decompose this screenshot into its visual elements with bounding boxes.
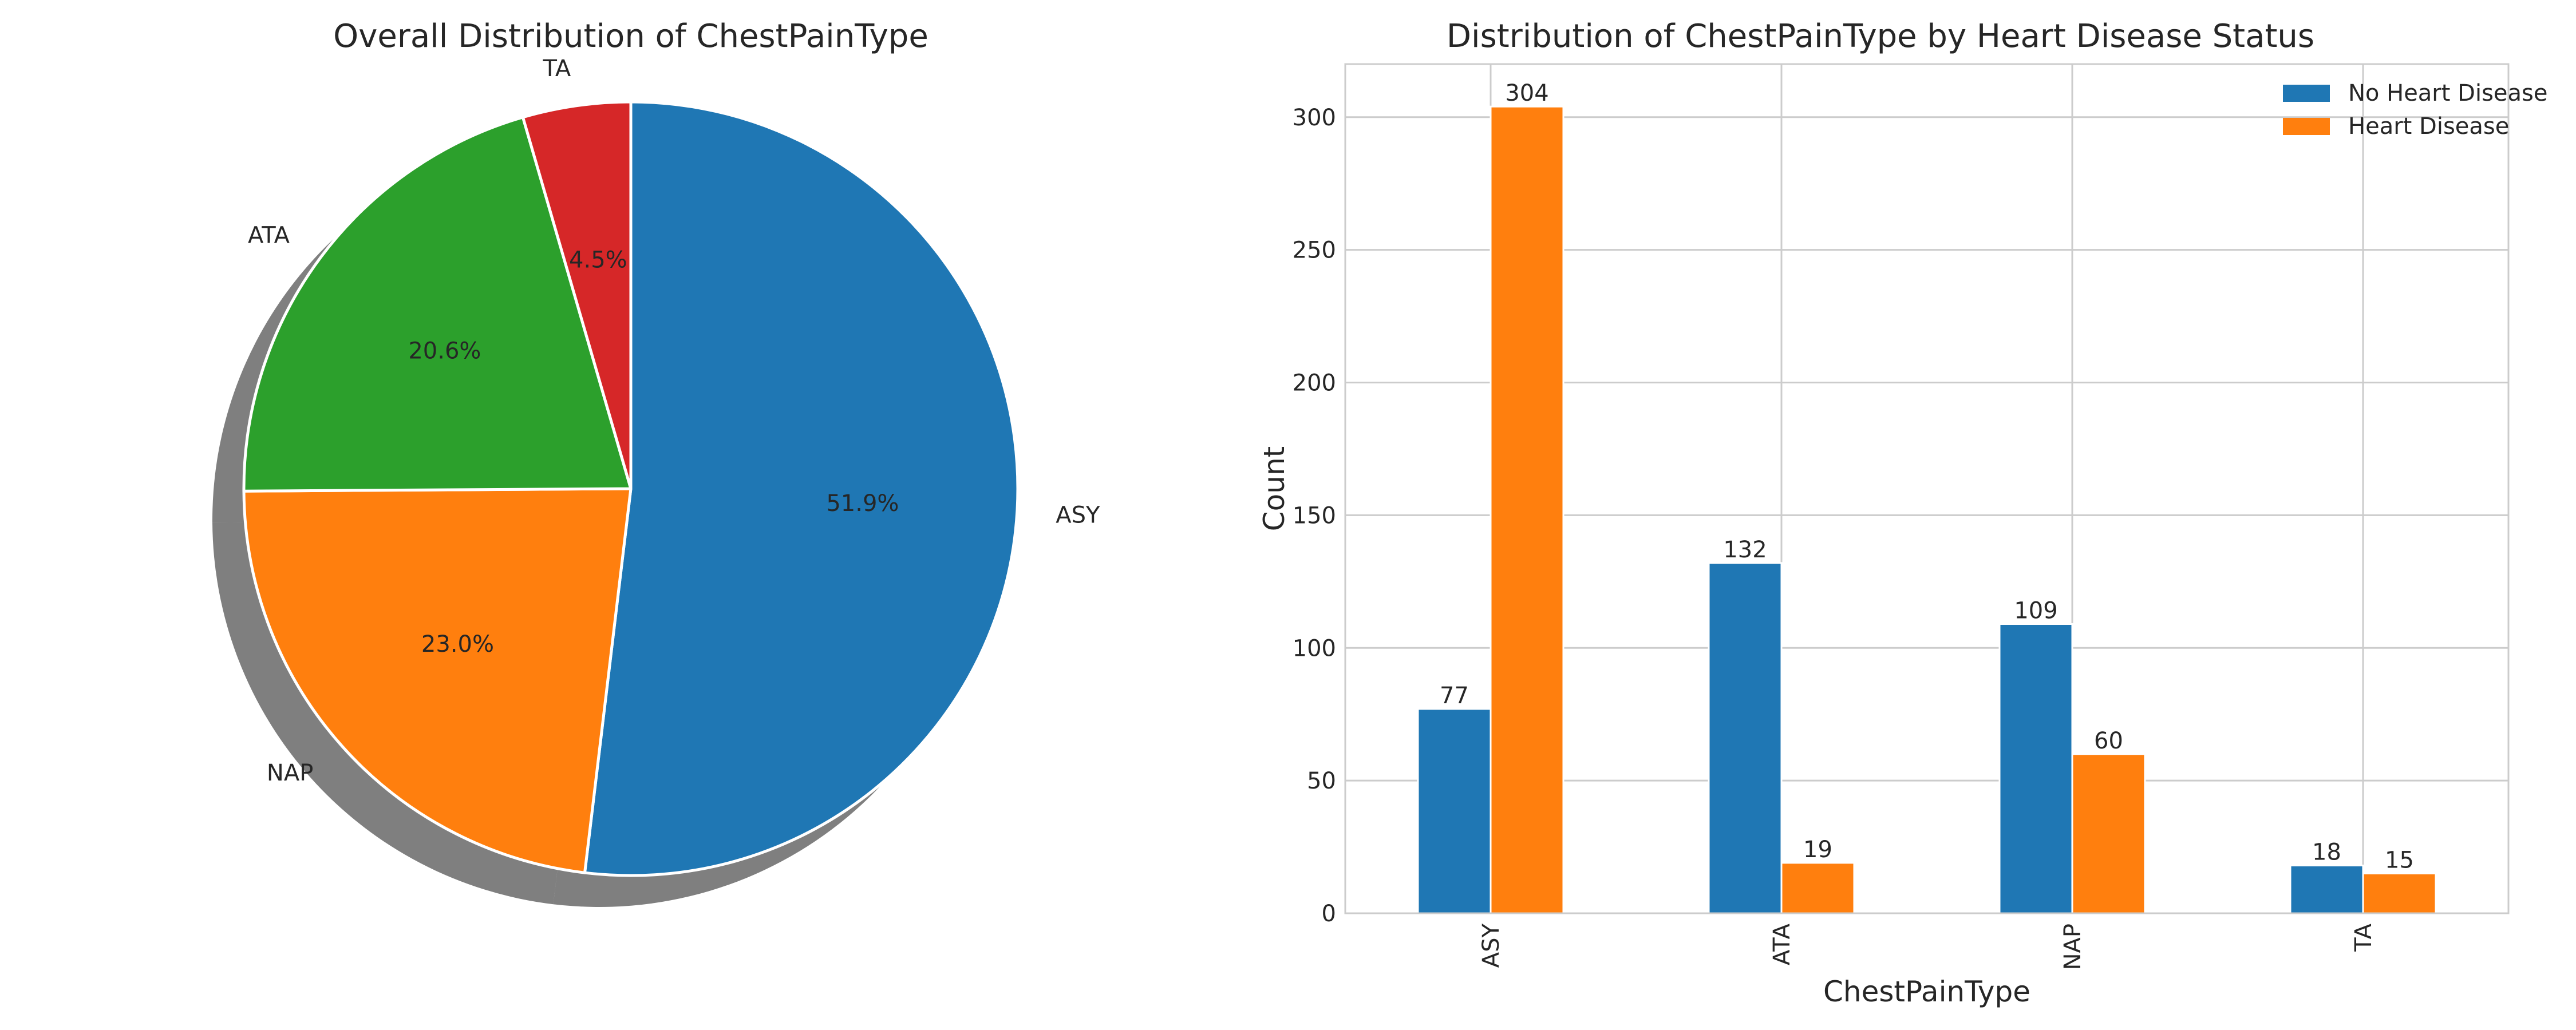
pie-slice-ata: [242, 116, 633, 493]
bar-x-tick-ata: ATA: [1769, 923, 1795, 965]
bar-y-tick-250: 250: [1293, 237, 1336, 264]
pie-pct-label-nap: 23.0%: [421, 631, 494, 657]
bar-value-ata-no-heart-disease: 132: [1723, 537, 1767, 563]
bar-axes-frame: [1344, 63, 2510, 914]
legend-label-heart-disease: Heart Disease: [2348, 113, 2509, 140]
pie-label-asy: ASY: [1056, 502, 1100, 528]
bar-asy-no-heart-disease: [1417, 708, 1492, 914]
bar-x-tick-ta: TA: [2350, 923, 2377, 952]
bar-y-tick-labels: 0 50 100 150 200 250 300: [1293, 105, 1336, 927]
pie-labels: ASY 51.9% NAP 23.0% ATA 20.6% TA 4.5%: [248, 56, 1100, 786]
pie-slice-nap: [242, 487, 633, 874]
bar-x-axis-label: ChestPainType: [1823, 975, 2030, 1008]
bar-value-nap-heart-disease: 60: [2094, 728, 2123, 754]
pie-slice-ta: [521, 100, 633, 490]
bar-value-labels: 77 132 109 18 304 19 60 15: [1440, 80, 2414, 873]
bar-value-asy-no-heart-disease: 77: [1440, 683, 1469, 709]
bar-title: Distribution of ChestPainType by Heart D…: [1447, 18, 2314, 55]
bar-legend: No Heart Disease Heart Disease: [2283, 80, 2547, 140]
legend-label-no-heart-disease: No Heart Disease: [2348, 80, 2547, 106]
bar-value-ta-heart-disease: 15: [2385, 847, 2414, 873]
pie-label-nap: NAP: [267, 760, 313, 786]
legend-swatch-no-heart-disease: [2283, 85, 2330, 102]
bar-series: [1417, 105, 2437, 914]
bar-y-tick-100: 100: [1293, 635, 1336, 661]
bar-y-tick-150: 150: [1293, 502, 1336, 529]
bar-ata-no-heart-disease: [1708, 562, 1783, 914]
pie-chart: Overall Distribution of ChestPainType AS…: [212, 18, 1100, 907]
bar-chart: Distribution of ChestPainType by Heart D…: [1258, 18, 2547, 1008]
pie-slices: [242, 100, 1020, 877]
pie-label-ata: ATA: [248, 222, 290, 248]
bar-value-asy-heart-disease: 304: [1505, 80, 1548, 106]
pie-pct-label-ata: 20.6%: [408, 338, 481, 364]
pie-title: Overall Distribution of ChestPainType: [333, 18, 929, 55]
pie-slice-asy: [583, 100, 1020, 877]
bar-value-nap-no-heart-disease: 109: [2014, 598, 2057, 624]
bar-ta-heart-disease: [2362, 872, 2437, 914]
bar-ata-heart-disease: [1780, 862, 1855, 914]
bar-value-ata-heart-disease: 19: [1803, 837, 1832, 863]
pie-pct-label-ta: 4.5%: [569, 247, 627, 273]
bar-y-tick-0: 0: [1322, 901, 1336, 927]
bar-x-tick-labels: ASY ATA NAP TA: [1478, 923, 2377, 970]
bar-ta-no-heart-disease: [2289, 865, 2364, 914]
bar-y-tick-50: 50: [1307, 768, 1336, 794]
bar-nap-heart-disease: [2071, 753, 2146, 914]
legend-swatch-heart-disease: [2283, 118, 2330, 135]
bar-nap-no-heart-disease: [1998, 623, 2073, 914]
bar-asy-heart-disease: [1490, 105, 1564, 914]
bar-y-tick-300: 300: [1293, 105, 1336, 131]
bar-x-tick-nap: NAP: [2060, 924, 2086, 970]
bar-value-ta-no-heart-disease: 18: [2312, 839, 2341, 866]
pie-label-ta: TA: [543, 56, 571, 82]
bar-y-axis-label: Count: [1258, 446, 1291, 532]
bar-x-tick-asy: ASY: [1478, 923, 1504, 968]
pie-pct-label-asy: 51.9%: [826, 490, 899, 517]
bar-y-tick-200: 200: [1293, 370, 1336, 397]
